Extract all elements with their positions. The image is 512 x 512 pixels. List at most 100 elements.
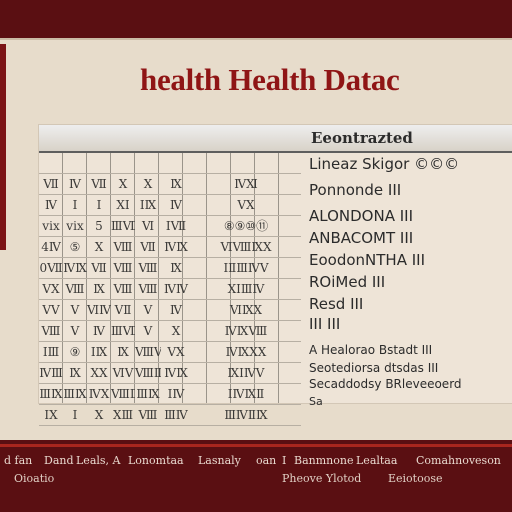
grid-cell: Ⅷ xyxy=(135,405,161,426)
grid-cell: ⅠⅨ xyxy=(87,342,111,363)
grid-cell: ⅩⅩ xyxy=(87,363,111,384)
grid-cell xyxy=(191,153,301,174)
footer-text: Leals, A xyxy=(76,454,121,467)
grid-cell: Ⅸ xyxy=(111,342,135,363)
grid-cell: Ⅳ xyxy=(87,321,111,342)
grid-cell: ⅤⅩ xyxy=(161,342,191,363)
grid-cell: Ⅹ xyxy=(111,174,135,195)
grid-cell: Ⅸ xyxy=(63,363,87,384)
grid-cell: ⅩⅠ xyxy=(111,195,135,216)
grid-cell: Ⅷ xyxy=(39,321,63,342)
footer-text: Ⅰ xyxy=(282,454,287,467)
label-row: Secaddodsy BRleveeoerd xyxy=(309,377,462,391)
grid-cell: ⅥⅣ xyxy=(87,300,111,321)
grid-cell: ⅴⅸ xyxy=(63,216,87,237)
grid-cell: ⅥⅨⅩ xyxy=(191,300,301,321)
grid-cell: Ⅴ xyxy=(135,321,161,342)
grid-cell: ⅣⅨⅩⅩ xyxy=(191,342,301,363)
grid-cell: Ⅷ xyxy=(111,279,135,300)
grid-cell xyxy=(87,153,111,174)
grid-cell: Ⅸ xyxy=(161,258,191,279)
grid-cell: Ⅰ xyxy=(63,195,87,216)
grid-cell: ⅢⅨ xyxy=(39,384,63,405)
grid-cell: Ⅰ xyxy=(63,405,87,426)
grid-cell: Ⅵ xyxy=(135,216,161,237)
grid-cell: ⅣⅩ xyxy=(87,384,111,405)
page-title: health Health Datac xyxy=(140,62,400,97)
footer-text: Lealtaa xyxy=(356,454,398,467)
grid-cell: ⅤⅩ xyxy=(191,195,301,216)
grid-cell xyxy=(63,153,87,174)
footer-text: Dand xyxy=(44,454,74,467)
grid-cell: Ⅹ xyxy=(161,321,191,342)
grid-cell: ⅩⅢ xyxy=(111,405,135,426)
grid-cell: Ⅷ xyxy=(135,258,161,279)
grid-cell: Ⅳ xyxy=(63,174,87,195)
grid-cell: ⅣⅨⅧ xyxy=(191,321,301,342)
label-row: ROiMed ⅠⅠⅠ xyxy=(309,273,386,291)
grid-cell: Ⅹ xyxy=(87,405,111,426)
grid-cell: Ⅶ xyxy=(87,174,111,195)
grid-cell: ⅣⅨ xyxy=(161,237,191,258)
grid-cell xyxy=(39,153,63,174)
label-row: EoodonNTHA ⅠⅠⅠ xyxy=(309,251,426,269)
grid-cell xyxy=(111,153,135,174)
footer-text: Eeiotoose xyxy=(388,472,443,485)
grid-cell: ⅣⅣ xyxy=(161,279,191,300)
grid-cell: Ⅷ xyxy=(111,237,135,258)
grid-cell: ⑧⑨⑩⑪ xyxy=(191,216,301,237)
left-accent-strip xyxy=(0,44,6,250)
grid-cell: Ⅷ xyxy=(111,258,135,279)
grid-cell: ⅠⅨ xyxy=(135,195,161,216)
grid-cell: Ⅷ xyxy=(63,279,87,300)
footer-text: Lasnaly xyxy=(198,454,241,467)
grid-cell: ⅣⅢ xyxy=(39,363,63,384)
grid-cell: ⅠⅢ xyxy=(39,342,63,363)
grid-cell: ⅥⅤ xyxy=(111,363,135,384)
grid-cell: ⅣⅪ xyxy=(191,174,301,195)
label-row: Ponnonde ⅠⅠⅠ xyxy=(309,181,402,199)
grid-cell: ⅠⅣ xyxy=(161,384,191,405)
grid-cell: Ⅷ xyxy=(135,279,161,300)
grid-cell: Ⅸ xyxy=(161,174,191,195)
footer-text: Banmnone xyxy=(294,454,354,467)
grid-cell: ⅠⅡⅢⅣⅤ xyxy=(191,258,301,279)
grid-cell: Ⅳ xyxy=(161,195,191,216)
label-row: ⅠⅠⅠ ⅠⅠⅠ xyxy=(309,315,341,333)
footer-text: Oioatio xyxy=(14,472,55,485)
grid-cell: ⅤⅩ xyxy=(39,279,63,300)
grid-cell: ⑤ xyxy=(63,237,87,258)
grid-cell: ⅢⅦ xyxy=(111,216,135,237)
grid-cell xyxy=(135,153,161,174)
footer-bar xyxy=(0,440,512,512)
grid-cell: Ⅴ xyxy=(135,300,161,321)
footer-text: oan xyxy=(256,454,277,467)
data-grid: ⅦⅣⅦⅩⅩⅨⅣⅪⅣⅠⅠⅩⅠⅠⅨⅣⅤⅩⅴⅸⅴⅸ5ⅢⅦⅥⅠⅦ⑧⑨⑩⑪4Ⅳ⑤ⅩⅧⅦⅣⅨ… xyxy=(39,153,301,426)
grid-cell: Ⅰ xyxy=(87,195,111,216)
card-header: Eeontrazted xyxy=(39,125,512,153)
grid-cell: 4Ⅳ xyxy=(39,237,63,258)
grid-cell: ⅤⅤ xyxy=(39,300,63,321)
footer-accent-line xyxy=(0,444,512,447)
grid-cell: Ⅶ xyxy=(135,237,161,258)
grid-cell: Ⅶ xyxy=(87,258,111,279)
grid-cell: ⅢⅦ xyxy=(111,321,135,342)
data-card: Eeontrazted ⅦⅣⅦⅩⅩⅨⅣⅪⅣⅠⅠⅩⅠⅠⅨⅣⅤⅩⅴⅸⅴⅸ5ⅢⅦⅥⅠⅦ… xyxy=(38,124,512,426)
footer-text: d fan xyxy=(4,454,33,467)
grid-cell: 5 xyxy=(87,216,111,237)
grid-cell: Ⅴ xyxy=(63,321,87,342)
grid-cell: ⅠⅩ xyxy=(39,405,63,426)
grid-cell xyxy=(161,153,191,174)
grid-cell: Ⅳ xyxy=(161,300,191,321)
label-row: Seotediorsa dtsdas ⅠⅠⅠ xyxy=(309,361,439,375)
label-row: Resd ⅠⅠⅠ xyxy=(309,295,364,313)
card-title: Eeontrazted xyxy=(311,129,413,147)
grid-cell: ⅴⅸ xyxy=(39,216,63,237)
grid-cell: ⅩⅠⅢⅣ xyxy=(191,279,301,300)
grid-cell: ⅣⅨ xyxy=(63,258,87,279)
footer-text: Pheove Ylotod xyxy=(282,472,362,485)
grid-cell: ⅤⅡ xyxy=(111,300,135,321)
